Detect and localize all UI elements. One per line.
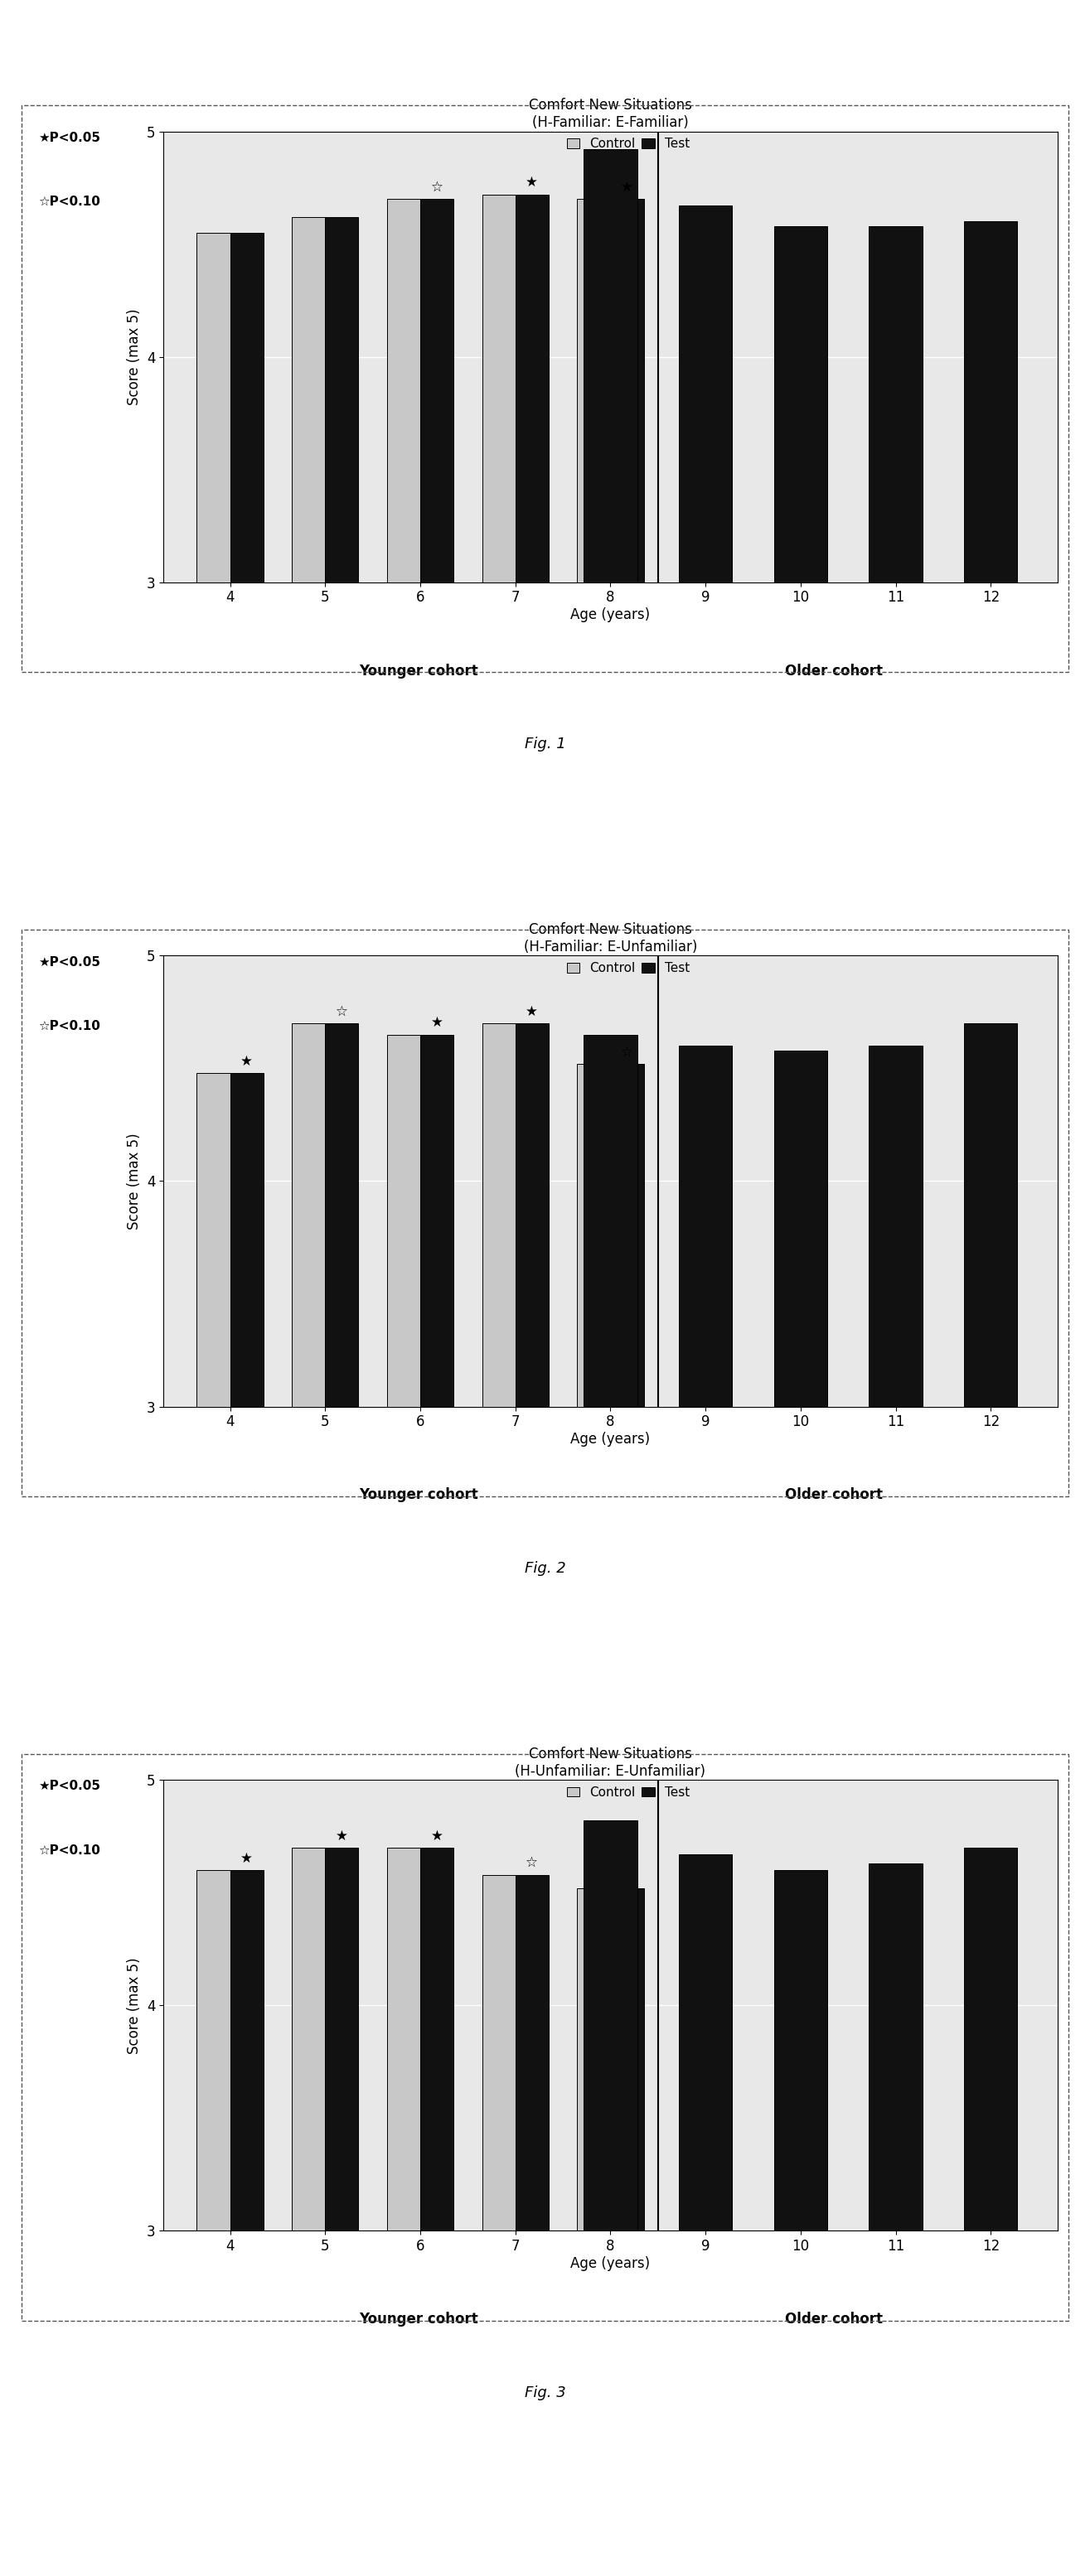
Bar [774,227,827,1257]
Legend: Control, Test: Control, Test [567,1785,690,1798]
Bar [679,1855,732,2576]
Bar [577,1888,610,2576]
Bar [292,216,325,1257]
Text: Fig. 1: Fig. 1 [524,737,566,752]
Bar [292,1847,325,2576]
Bar [774,1051,827,2081]
Bar [516,1875,548,2576]
Text: ★P<0.05: ★P<0.05 [38,131,100,144]
Bar [325,1847,359,2576]
Text: ☆P<0.10: ☆P<0.10 [38,1844,100,1857]
Bar [584,149,637,1257]
Text: ☆P<0.10: ☆P<0.10 [38,196,100,209]
Text: ★: ★ [431,1015,443,1030]
Text: ★: ★ [336,1829,348,1844]
Bar [577,1064,610,2081]
Text: ★: ★ [431,1829,443,1844]
Bar [869,227,922,1257]
Text: ★: ★ [241,1054,253,1069]
Text: Older cohort: Older cohort [785,1489,883,1502]
Text: Older cohort: Older cohort [785,2313,883,2326]
Bar [387,198,421,1257]
Text: ★: ★ [525,175,538,191]
Text: Fig. 2: Fig. 2 [524,1561,566,1577]
Bar [610,1064,644,2081]
Text: ☆: ☆ [525,1855,538,1870]
Text: ★: ★ [241,1850,253,1865]
Title: Comfort New Situations
(H-Unfamiliar: E-Unfamiliar): Comfort New Situations (H-Unfamiliar: E-… [516,1747,705,1777]
Bar [421,198,453,1257]
Text: Fig. 3: Fig. 3 [524,2385,566,2401]
Text: Younger cohort: Younger cohort [359,1489,477,1502]
Text: ★P<0.05: ★P<0.05 [38,1780,100,1793]
Bar [577,198,610,1257]
Bar [230,232,264,1257]
Text: Younger cohort: Younger cohort [359,2313,477,2326]
X-axis label: Age (years): Age (years) [570,2257,651,2272]
Bar [230,1870,264,2576]
Bar [965,1023,1017,2081]
Text: ☆: ☆ [621,1043,633,1059]
Bar [869,1046,922,2081]
Text: ☆P<0.10: ☆P<0.10 [38,1020,100,1033]
Bar [869,1862,922,2576]
Bar [584,1036,637,2081]
Bar [421,1036,453,2081]
Bar [482,1875,516,2576]
Text: ★: ★ [525,1005,538,1020]
Bar [387,1036,421,2081]
Bar [516,1023,548,2081]
Title: Comfort New Situations
(H-Familiar: E-Familiar): Comfort New Situations (H-Familiar: E-Fa… [529,98,692,129]
Bar [325,1023,359,2081]
Legend: Control, Test: Control, Test [567,137,690,149]
Bar [387,1847,421,2576]
Text: ★P<0.05: ★P<0.05 [38,956,100,969]
Text: ☆: ☆ [431,180,443,196]
Text: ★: ★ [621,180,633,196]
Bar [774,1870,827,2576]
Bar [965,1847,1017,2576]
Bar [584,1821,637,2576]
Bar [230,1074,264,2081]
Bar [516,196,548,1257]
Y-axis label: Score (max 5): Score (max 5) [128,309,142,404]
Bar [292,1023,325,2081]
Text: ☆: ☆ [336,1005,348,1020]
Text: Younger cohort: Younger cohort [359,665,477,677]
Bar [679,1046,732,2081]
Y-axis label: Score (max 5): Score (max 5) [128,1133,142,1229]
Bar [679,206,732,1257]
Bar [610,198,644,1257]
Y-axis label: Score (max 5): Score (max 5) [128,1958,142,2053]
Bar [482,1023,516,2081]
Legend: Control, Test: Control, Test [567,961,690,974]
X-axis label: Age (years): Age (years) [570,1432,651,1448]
Bar [325,216,359,1257]
Bar [610,1888,644,2576]
X-axis label: Age (years): Age (years) [570,608,651,623]
Bar [197,1870,230,2576]
Bar [197,1074,230,2081]
Bar [421,1847,453,2576]
Title: Comfort New Situations
(H-Familiar: E-Unfamiliar): Comfort New Situations (H-Familiar: E-Un… [523,922,698,953]
Bar [482,196,516,1257]
Text: Older cohort: Older cohort [785,665,883,677]
Bar [197,232,230,1257]
Bar [965,222,1017,1257]
